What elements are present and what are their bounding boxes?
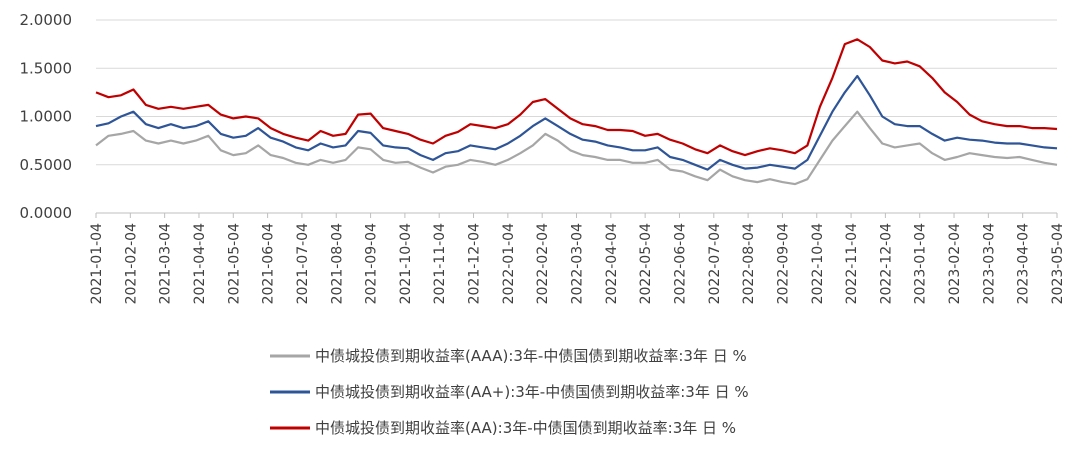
x-tick-label: 2023-04-04 (1016, 223, 1032, 304)
x-tick-label: 2022-10-04 (810, 223, 826, 304)
x-tick-label: 2022-03-04 (570, 223, 586, 304)
legend-label-3: 中债城投债到期收益率(AA):3年-中债国债到期收益率:3年 日 % (315, 419, 736, 437)
x-tick-label: 2022-02-04 (535, 223, 551, 304)
series-line-1 (95, 110, 1058, 186)
x-tick-label: 2021-03-04 (158, 223, 174, 304)
x-tick-label: 2022-01-04 (501, 223, 517, 304)
series-line-2 (95, 74, 1058, 171)
legend-label-1: 中债城投债到期收益率(AAA):3年-中债国债到期收益率:3年 日 % (315, 347, 747, 365)
axes: 0.0000 0.5000 1.0000 1.5000 2.0000 2021-01-04… (20, 11, 1067, 304)
x-tick-label: 2021-07-04 (295, 223, 311, 304)
x-tick-label: 2021-02-04 (123, 223, 139, 304)
x-tick-label: 2021-11-04 (432, 223, 448, 304)
x-tick-label: 2022-04-04 (604, 223, 620, 304)
x-tick-label: 2022-12-04 (878, 223, 894, 304)
x-tick-label: 2021-05-04 (226, 223, 242, 304)
x-tick-label: 2022-11-04 (844, 223, 860, 304)
gridlines (96, 19, 1057, 166)
x-tick-label: 2021-01-04 (89, 223, 105, 304)
x-tick-label: 2022-07-04 (707, 223, 723, 304)
x-tick-label: 2022-06-04 (672, 223, 688, 304)
x-tick-label: 2023-02-04 (947, 223, 963, 304)
x-tick-label: 2021-10-04 (398, 223, 414, 304)
legend: 中债城投债到期收益率(AAA):3年-中债国债到期收益率:3年 日 % 中债城投债… (270, 347, 749, 437)
x-tick-label: 2023-03-04 (981, 223, 997, 304)
x-tick-label: 2023-01-04 (913, 223, 929, 304)
y-tick-label: 1.0000 (20, 108, 73, 126)
y-tick-label: 2.0000 (20, 11, 73, 29)
x-tick-label: 2023-05-04 (1050, 223, 1066, 304)
series-line-3 (95, 38, 1058, 157)
x-tick-label: 2022-09-04 (775, 223, 791, 304)
y-tick-label: 1.5000 (20, 59, 73, 77)
x-tick-label: 2022-05-04 (638, 223, 654, 304)
y-tick-label: 0.0000 (20, 204, 73, 222)
x-tick-label: 2021-04-04 (192, 223, 208, 304)
y-tick-label: 0.5000 (20, 156, 73, 174)
x-tick-label: 2022-08-04 (741, 223, 757, 304)
x-tick-label: 2021-06-04 (261, 223, 277, 304)
series-lines (95, 38, 1058, 186)
x-tick-label: 2021-12-04 (467, 223, 483, 304)
legend-label-2: 中债城投债到期收益率(AA+):3年-中债国债到期收益率:3年 日 % (315, 383, 749, 401)
x-tick-label: 2021-08-04 (329, 223, 345, 304)
x-tick-label: 2021-09-04 (364, 223, 380, 304)
